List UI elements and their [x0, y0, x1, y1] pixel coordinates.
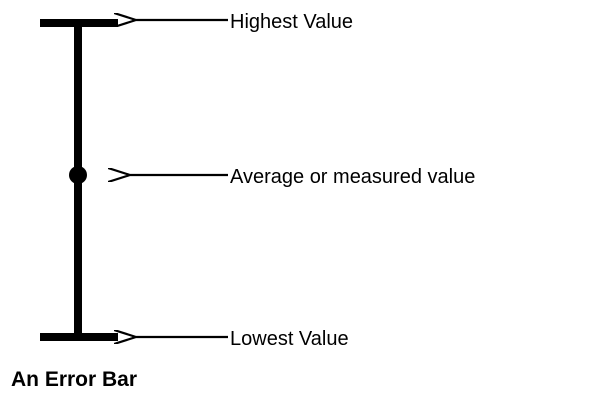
diagram-caption: An Error Bar: [11, 368, 137, 391]
lowest-value-label: Lowest Value: [230, 328, 349, 350]
pointer-arrows: [130, 20, 228, 337]
error-bar: [40, 19, 118, 341]
highest-value-label: Highest Value: [230, 11, 353, 33]
mean-point: [69, 166, 87, 184]
average-value-label: Average or measured value: [230, 166, 475, 188]
